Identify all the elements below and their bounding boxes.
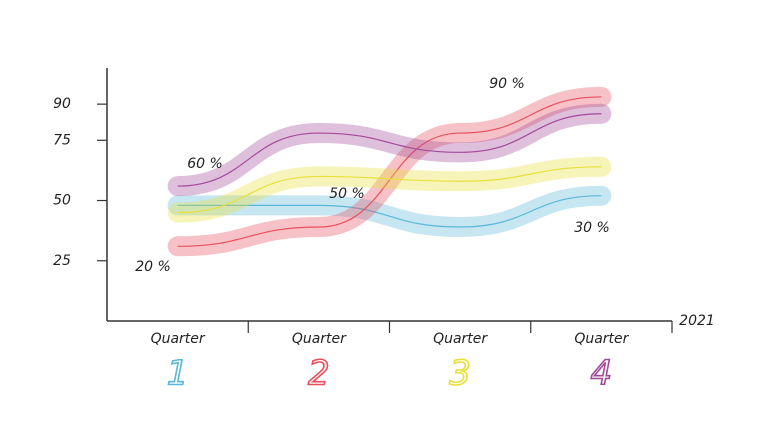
y-tick-label: 75	[53, 132, 71, 148]
y-tick-label: 90	[53, 96, 71, 112]
quarter-number: 1	[167, 354, 189, 394]
y-tick-label: 25	[53, 253, 71, 269]
series-line	[177, 166, 602, 214]
x-tick-label: Quarter	[574, 331, 629, 347]
series-line	[177, 96, 602, 247]
x-tick-label: Quarter	[433, 331, 488, 347]
annotation: 90 %	[489, 76, 525, 92]
series-line	[177, 113, 602, 187]
quarter-number: 3	[449, 354, 471, 394]
annotation: 60 %	[187, 156, 223, 172]
quarter-number: 4	[591, 354, 613, 394]
annotation: 30 %	[574, 220, 610, 236]
series-line	[177, 195, 602, 228]
x-tick-label: Quarter	[151, 331, 206, 347]
annotation: 50 %	[329, 186, 365, 202]
y-tick-label: 50	[53, 193, 71, 209]
x-tick-label: Quarter	[292, 331, 347, 347]
quarter-number: 2	[308, 354, 330, 394]
x-axis-label: 2021	[679, 313, 715, 329]
annotation: 20 %	[135, 259, 171, 275]
